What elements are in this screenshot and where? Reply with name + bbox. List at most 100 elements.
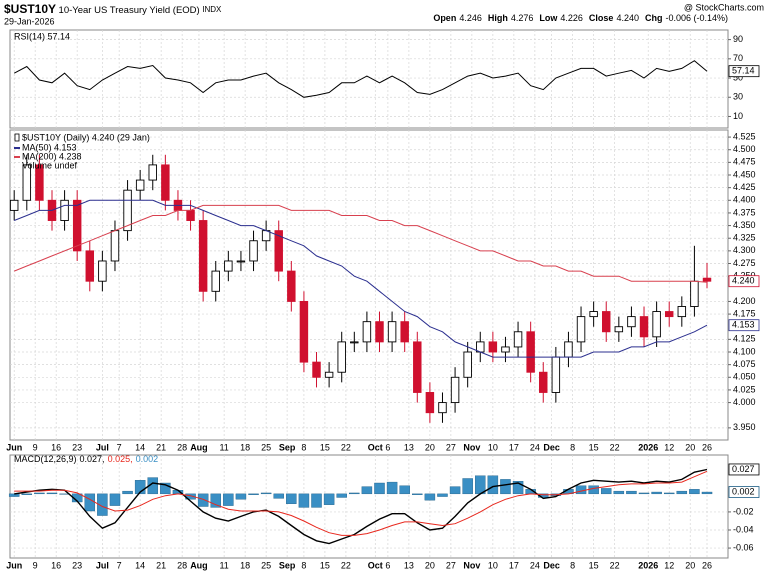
histogram-bar	[311, 493, 322, 508]
x-tick-label: Sep	[279, 442, 296, 452]
end-label: 0.027	[732, 464, 755, 474]
histogram-bar	[386, 481, 398, 495]
candle-body	[148, 164, 157, 181]
x-tick-label: 12	[664, 442, 674, 452]
x-tick-label: 6	[385, 560, 390, 570]
x-tick-label: 28	[177, 442, 187, 452]
y-tick-label: 4.375	[733, 207, 756, 217]
x-tick-label: Oct	[368, 560, 383, 570]
quote-value: 4.276	[511, 13, 534, 23]
x-tick-label: 8	[570, 442, 575, 452]
end-label: 57.14	[732, 66, 755, 76]
candle-body	[337, 341, 346, 373]
histogram-bar	[500, 479, 511, 495]
candle-body	[375, 321, 384, 343]
candle-body	[198, 220, 208, 292]
histogram-bar	[97, 493, 108, 516]
candle-body	[312, 361, 321, 378]
histogram-bar	[336, 493, 347, 498]
candle-body	[564, 341, 573, 358]
quote: Open 4.246 High 4.276 Low 4.226 Close 4.240 Chg -…	[433, 13, 728, 23]
histogram-bar	[349, 492, 360, 495]
x-tick-label: Jul	[96, 442, 109, 452]
candle-body	[236, 260, 246, 263]
histogram-bar	[361, 486, 373, 495]
x-tick-label: Dec	[543, 560, 560, 570]
candle-body	[22, 164, 32, 201]
histogram-bar	[147, 477, 158, 495]
y-tick-label: 4.200	[733, 296, 756, 306]
x-tick-label: 26	[702, 560, 712, 570]
histogram-bar	[286, 493, 297, 504]
histogram-bar	[134, 480, 146, 495]
histogram-bar	[588, 485, 599, 495]
x-tick-label: Nov	[463, 560, 480, 570]
candle-body	[438, 402, 447, 414]
candle-body	[161, 164, 170, 201]
legend-entry: 0.025,	[108, 454, 133, 464]
candle-body	[627, 316, 636, 328]
x-tick-label: 11	[219, 560, 228, 570]
legend-icon	[14, 133, 20, 142]
y-tick-label: 50	[733, 72, 743, 82]
candle-body	[702, 277, 712, 282]
candle-body	[576, 316, 586, 343]
close-label-box	[728, 275, 760, 288]
candle-body	[362, 321, 372, 343]
x-tick-label: 13	[404, 560, 414, 570]
candle-body	[123, 189, 132, 232]
histogram-bar	[412, 493, 423, 495]
candle-body	[35, 164, 44, 201]
y-tick-label: 10	[733, 111, 743, 121]
x-tick-label: 22	[341, 560, 351, 570]
candle-body	[652, 311, 661, 338]
histogram-bar	[651, 491, 662, 495]
x-tick-label: 23	[72, 560, 82, 570]
x-tick-label: 21	[156, 560, 166, 570]
y-tick-label: 4.525	[733, 131, 756, 141]
candle-body	[135, 179, 145, 191]
x-tick-label: Jun	[6, 560, 22, 570]
x-tick-label: 22	[341, 442, 351, 452]
y-tick-label: 4.450	[733, 169, 756, 179]
exchange: INDX	[202, 5, 222, 14]
x-tick-label: 28	[177, 560, 187, 570]
x-tick-label: 11	[219, 442, 228, 452]
candle-body	[287, 270, 296, 302]
histogram-bar	[638, 492, 650, 495]
quote-value: 4.246	[459, 13, 482, 23]
x-tick-label: 8	[570, 560, 575, 570]
candle-body	[211, 270, 220, 292]
candle-body	[488, 341, 498, 353]
moving-average	[14, 204, 708, 283]
histogram-bar	[223, 493, 234, 506]
legend-entry: 0.027,	[80, 454, 105, 464]
histogram-bar	[84, 493, 96, 512]
histogram-bar	[122, 490, 133, 495]
x-tick-label: 20	[425, 560, 435, 570]
x-tick-label: Aug	[190, 560, 208, 570]
candle-body	[664, 311, 674, 318]
x-tick-label: 21	[156, 442, 166, 452]
legend-title: MACD(12,26,9)	[14, 454, 77, 464]
x-tick-label: 24	[530, 442, 540, 452]
y-tick-label: 4.275	[733, 258, 756, 268]
histogram-bar	[21, 493, 33, 495]
quote-label: Open	[433, 13, 456, 23]
y-tick-label: 4.350	[733, 220, 756, 230]
y-tick-label: 4.500	[733, 144, 756, 154]
candle-body	[425, 392, 435, 414]
quote-value: 4.226	[560, 13, 583, 23]
rsi-line	[13, 60, 708, 98]
histogram-bar	[298, 493, 310, 508]
x-tick-label: 8	[301, 560, 306, 570]
x-tick-label: 16	[51, 442, 61, 452]
legend-title: $UST10Y (Daily) 4.240 (29 Jan)	[22, 132, 150, 142]
candle-body	[60, 199, 69, 221]
quote-label: High	[488, 13, 508, 23]
candle-body	[224, 260, 233, 272]
x-tick-label: 20	[685, 442, 695, 452]
y-tick-label: 4.050	[733, 372, 756, 382]
x-tick-label: 10	[488, 442, 498, 452]
histogram-bar	[260, 492, 272, 495]
